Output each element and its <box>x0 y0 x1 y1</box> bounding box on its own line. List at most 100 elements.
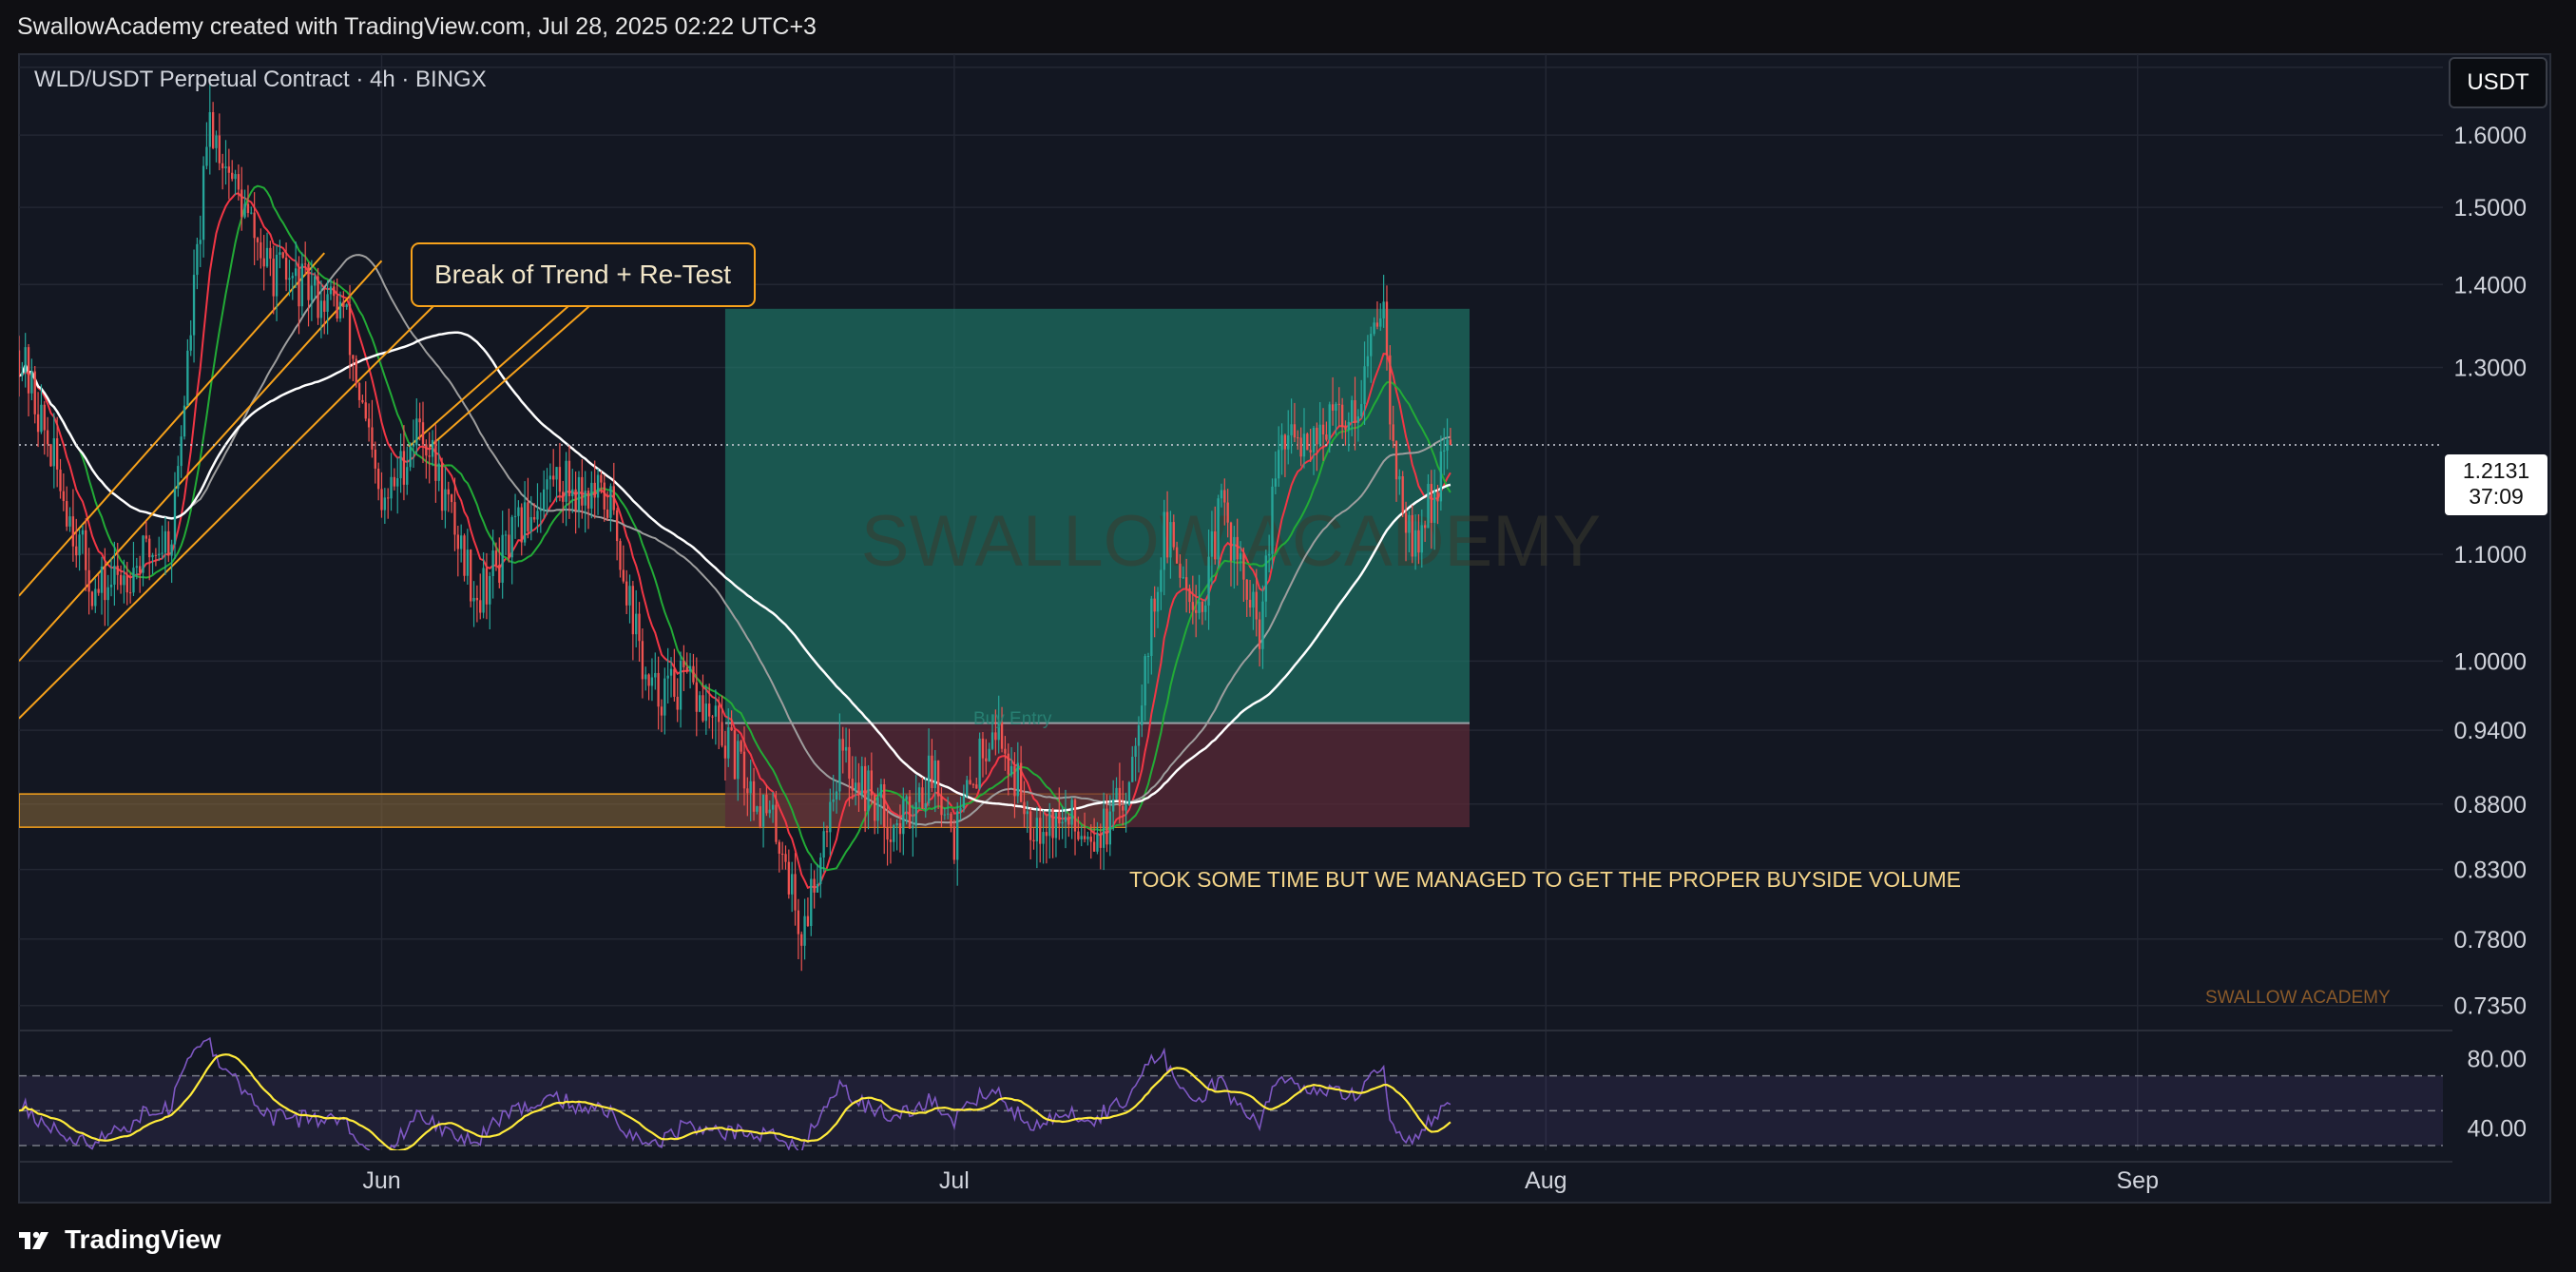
candle-body <box>68 516 71 527</box>
candle-body <box>390 476 393 499</box>
candle-body <box>723 745 727 759</box>
candle-body <box>898 823 902 835</box>
candle-body <box>1105 808 1108 845</box>
candle-body <box>1449 439 1452 445</box>
candle-body <box>453 502 456 535</box>
candle-body <box>835 791 838 800</box>
candle-body <box>654 672 657 678</box>
candle-body <box>1229 522 1233 561</box>
rsi-layer <box>19 1036 2443 1150</box>
candle-body <box>1083 836 1086 839</box>
candle-body <box>202 165 205 241</box>
candle-body <box>1223 490 1226 503</box>
candle-body <box>1297 437 1299 439</box>
candle-body <box>1379 318 1382 327</box>
entry-label: Buy Entry <box>973 709 1052 729</box>
note-text: TOOK SOME TIME BUT WE MANAGED TO GET THE… <box>1129 867 1961 892</box>
candle-body <box>1344 427 1347 430</box>
candle-body <box>1226 502 1229 523</box>
candle-body <box>211 112 215 148</box>
candle-body <box>921 787 924 809</box>
candle-body <box>237 174 240 190</box>
candle-body <box>1035 818 1039 842</box>
candle-body <box>1150 598 1153 657</box>
candle-body <box>1430 484 1432 523</box>
candle-body <box>622 569 625 582</box>
candle-body <box>615 510 619 542</box>
footer[interactable]: TradingView <box>17 1221 221 1259</box>
candle-body <box>813 878 816 893</box>
candle-body <box>721 722 723 746</box>
candle-body <box>943 814 946 816</box>
candle-body <box>1306 434 1309 451</box>
candle-body <box>489 575 491 605</box>
candle-body <box>106 587 109 601</box>
last-price-tag: 1.2131 37:09 <box>2445 454 2547 515</box>
candle-body <box>635 613 638 635</box>
candle-body <box>1051 809 1054 838</box>
candle-body <box>75 546 78 556</box>
candle-body <box>933 760 936 788</box>
candle-body <box>548 475 552 480</box>
candle-body <box>406 467 409 485</box>
candle-body <box>387 497 390 499</box>
candle-body <box>158 553 161 556</box>
trend-line[interactable] <box>19 299 440 720</box>
candle-body <box>371 427 374 450</box>
candle-body <box>109 584 113 588</box>
candle-body <box>860 765 863 795</box>
candle-body <box>1264 555 1267 602</box>
candle-body <box>756 806 759 812</box>
candle-body <box>863 765 867 812</box>
candle-body <box>399 451 402 479</box>
price-tick-label: 0.7350 <box>2454 993 2527 1020</box>
candle-body <box>71 516 75 547</box>
time-tick-label: Sep <box>2116 1167 2158 1194</box>
candle-body <box>1427 484 1430 529</box>
candle-body <box>1373 322 1375 335</box>
ma-grey-line <box>19 254 1451 826</box>
candle-body <box>1009 765 1013 775</box>
candle-body <box>30 371 33 394</box>
profit-zone[interactable] <box>724 308 1470 723</box>
candle-body <box>1007 753 1009 775</box>
candle-body <box>1125 804 1127 811</box>
candle-body <box>867 770 870 812</box>
candle-body <box>116 566 119 575</box>
candle-body <box>393 476 396 487</box>
candle-body <box>1302 434 1306 457</box>
candle-body <box>1420 525 1423 553</box>
candle-body <box>329 286 333 295</box>
candle-body <box>971 783 975 785</box>
candle-body <box>879 783 883 798</box>
candle-body <box>1389 355 1392 425</box>
candle-body <box>142 535 144 573</box>
candle-body <box>1080 836 1083 839</box>
candle-body <box>281 252 284 259</box>
candle-body <box>415 418 418 446</box>
candle-body <box>1058 812 1061 824</box>
candle-body <box>956 811 959 860</box>
candle-body <box>1004 748 1007 754</box>
candle-body <box>628 586 631 606</box>
candle-body <box>447 489 450 495</box>
candle-body <box>1350 399 1354 422</box>
rsi-ma-line <box>19 1053 1451 1150</box>
currency-button[interactable]: USDT <box>2449 57 2547 108</box>
tradingview-logo-icon <box>19 1231 48 1249</box>
candle-body <box>177 466 180 489</box>
candle-body <box>43 404 46 431</box>
candle-body <box>437 463 440 481</box>
candle-body <box>988 748 990 761</box>
candle-body <box>517 507 520 516</box>
candle-body <box>1258 619 1261 649</box>
candle-body <box>841 739 844 751</box>
rsi-line <box>19 1036 1451 1150</box>
candle-body <box>1077 831 1080 839</box>
candle-body <box>192 275 196 336</box>
candle-body <box>914 801 917 826</box>
candle-body <box>100 567 104 593</box>
candle-body <box>199 240 202 244</box>
candle-body <box>1236 536 1239 560</box>
